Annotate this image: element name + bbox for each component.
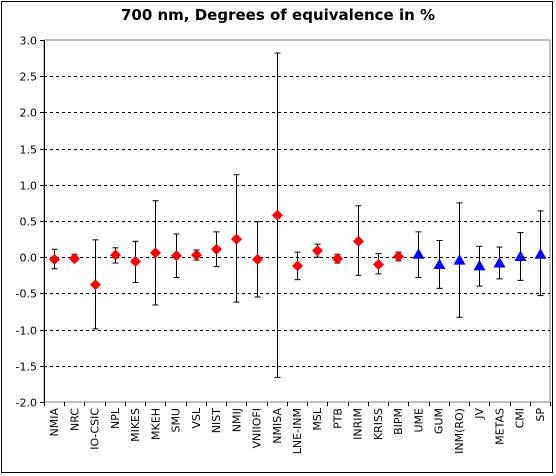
x-tick-label: VNIIOFI [251,408,264,448]
y-tick-label: -0.5 [16,288,37,301]
data-point [353,235,364,247]
x-tick-label: CMI [514,408,527,428]
y-tick-label: 1.5 [20,144,38,157]
x-tick-label: INM(RO) [453,408,466,454]
data-point [534,248,547,259]
x-tick-label: IO-CSIC [89,408,102,450]
data-point [433,258,446,269]
x-tick-label: NMISA [271,408,284,444]
x-tick-label: NMIA [48,408,61,437]
x-tick-label: LNE-INM [291,408,304,454]
data-point [272,209,283,221]
data-point [191,249,202,261]
x-tick-label: GUM [433,408,446,434]
data-point [412,248,425,259]
y-tick-label: 1.0 [20,180,38,193]
x-tick-label: SP [534,408,547,422]
x-tick-label: SMU [170,408,183,433]
x-tick-label: JV [473,408,486,420]
data-point [90,279,101,291]
x-tick-label: NIST [210,408,223,433]
data-point [514,250,527,261]
y-tick-label: 2.5 [20,71,38,84]
x-tick-label: PTB [331,408,344,429]
x-tick-label: NMIJ [230,408,243,432]
y-tick-label: 0.0 [20,252,38,265]
data-point [252,253,263,265]
x-tick-label: KRISS [372,408,385,440]
data-point [130,256,141,268]
x-tick-label: INRIM [352,408,365,440]
y-tick-label: 3.0 [20,35,38,48]
data-point [453,254,466,265]
data-point [171,250,182,262]
y-tick-label: 2.0 [20,107,38,120]
data-point [292,260,303,272]
x-tick-label: NPL [109,407,122,429]
data-point [110,249,121,261]
x-tick-label: MKEH [149,408,162,440]
y-tick-label: -1.0 [16,325,37,338]
y-tick-label: -1.5 [16,361,37,374]
x-tick-label: UME [412,408,425,433]
x-tick-label: MSL [311,407,324,430]
x-tick-label: MIKES [129,408,142,442]
data-point [49,253,60,265]
data-point [473,259,486,271]
x-tick-label: VSL [190,407,203,429]
chart-title: 700 nm, Degrees of equivalence in % [120,6,436,24]
data-point [150,247,161,259]
data-point [312,245,323,257]
data-point [493,256,506,268]
data-point [69,253,80,265]
data-point [332,253,343,265]
y-tick-label: 0.5 [20,216,38,229]
data-point [231,233,242,245]
data-point [211,243,222,255]
data-point [393,250,404,262]
data-point [373,258,384,270]
x-tick-label: METAS [493,408,506,445]
x-tick-label: NRC [68,408,81,431]
y-tick-label: -2.0 [16,397,37,410]
x-tick-label: BIPM [392,408,405,435]
